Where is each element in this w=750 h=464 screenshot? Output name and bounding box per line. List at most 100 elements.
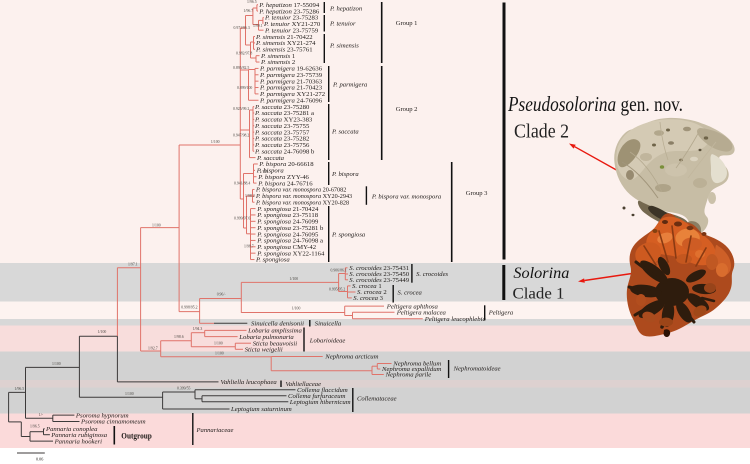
svg-text:0.941/88.4: 0.941/88.4 <box>234 182 250 186</box>
svg-text:S. crocoides 23-75450: S. crocoides 23-75450 <box>349 271 409 278</box>
svg-text:0.995/95.2: 0.995/95.2 <box>329 287 345 291</box>
svg-text:P. spongiosa 23-75118: P. spongiosa 23-75118 <box>256 212 318 219</box>
svg-text:Group 1: Group 1 <box>396 20 418 27</box>
svg-text:Vahliella leucophaea: Vahliella leucophaea <box>221 379 278 386</box>
svg-text:Lobaria amplissima: Lobaria amplissima <box>247 328 302 335</box>
svg-text:P. tenuior 23-75759: P. tenuior 23-75759 <box>264 27 319 34</box>
svg-text:0.96/-: 0.96/- <box>217 292 227 296</box>
svg-text:P. spongiosa 23-75281 b: P. spongiosa 23-75281 b <box>256 225 324 232</box>
svg-text:Nephroma expallidum: Nephroma expallidum <box>381 366 442 373</box>
svg-text:0.998/95.2: 0.998/95.2 <box>181 306 197 310</box>
svg-text:S. crocea 3: S. crocea 3 <box>353 295 383 302</box>
svg-text:1/98.2: 1/98.2 <box>245 194 255 198</box>
svg-text:P. bispora: P. bispora <box>331 171 359 178</box>
svg-text:S. crocea 2: S. crocea 2 <box>357 289 387 296</box>
svg-text:P. saccata: P. saccata <box>256 155 285 162</box>
svg-text:Clade 2: Clade 2 <box>514 121 569 143</box>
svg-text:P. bispora 20-66618: P. bispora 20-66618 <box>258 161 314 168</box>
svg-text:Collema furfuraceum: Collema furfuraceum <box>288 393 346 400</box>
svg-text:1/94.3: 1/94.3 <box>193 327 203 331</box>
svg-text:Peltigera aphthosa: Peltigera aphthosa <box>386 303 439 310</box>
svg-text:1/96.5: 1/96.5 <box>15 387 25 391</box>
svg-text:P. saccata 23-75757: P. saccata 23-75757 <box>254 129 310 136</box>
svg-text:Sticta beauvoisii: Sticta beauvoisii <box>253 340 298 347</box>
svg-text:Collemataceae: Collemataceae <box>357 396 397 403</box>
svg-text:P. hepatizon 23-75286: P. hepatizon 23-75286 <box>258 8 320 15</box>
svg-text:Lobarioideae: Lobarioideae <box>309 337 346 344</box>
svg-text:P. spongiosa CMY-42: P. spongiosa CMY-42 <box>256 244 316 251</box>
svg-text:Pannaria hookeri: Pannaria hookeri <box>54 438 103 445</box>
svg-text:S. crocea: S. crocea <box>398 290 423 297</box>
svg-text:P. simensis 23-75761: P. simensis 23-75761 <box>255 46 313 53</box>
svg-text:0.971/96.3: 0.971/96.3 <box>234 26 250 30</box>
svg-text:1/96.5: 1/96.5 <box>247 0 257 4</box>
svg-text:1/100: 1/100 <box>52 362 61 366</box>
svg-text:Nephromatoideae: Nephromatoideae <box>453 365 501 372</box>
svg-text:P. bispora ZYY-46: P. bispora ZYY-46 <box>257 174 309 181</box>
svg-text:P. tenuior 23-75283: P. tenuior 23-75283 <box>264 15 319 22</box>
svg-text:P. bispora var. monospora 20-6: P. bispora var. monospora 20-67082 <box>255 187 346 194</box>
svg-text:P. parmigera 21-70423: P. parmigera 21-70423 <box>259 85 323 92</box>
svg-text:P. simensis XY21-274: P. simensis XY21-274 <box>255 40 316 47</box>
svg-text:P. bispora var. monospora XY20: P. bispora var. monospora XY20-828 <box>255 199 349 206</box>
svg-text:0.899/100: 0.899/100 <box>237 86 252 90</box>
svg-text:Nephroma parile: Nephroma parile <box>385 372 432 379</box>
svg-text:Collema flaccidum: Collema flaccidum <box>297 387 348 394</box>
svg-text:0.06: 0.06 <box>36 457 43 462</box>
svg-text:1/100: 1/100 <box>290 277 299 281</box>
svg-text:Vahliellaceae: Vahliellaceae <box>286 381 322 388</box>
svg-text:P. spongiosa: P. spongiosa <box>255 257 290 264</box>
svg-text:S. crocoides 23-75449: S. crocoides 23-75449 <box>349 277 409 284</box>
svg-text:P. spongiosa XY22-1164: P. spongiosa XY22-1164 <box>256 250 325 257</box>
svg-text:P. spongiosa 24-76098 a: P. spongiosa 24-76098 a <box>256 238 323 245</box>
svg-text:Leptogium saturninum: Leptogium saturninum <box>230 406 292 413</box>
svg-text:0.999/97.6: 0.999/97.6 <box>234 217 250 221</box>
svg-text:Psoroma cinnamomeum: Psoroma cinnamomeum <box>80 419 146 426</box>
svg-text:Nephroma arcticum: Nephroma arcticum <box>324 354 378 361</box>
svg-text:S. crocea 1: S. crocea 1 <box>352 283 382 290</box>
svg-text:P. saccata 23-75281 a: P. saccata 23-75281 a <box>254 110 314 117</box>
svg-text:0.399/55: 0.399/55 <box>177 387 190 391</box>
svg-text:P. simensis: P. simensis <box>329 42 359 49</box>
svg-text:P. hepatizon 17-55094: P. hepatizon 17-55094 <box>258 2 320 9</box>
svg-text:Pannaria rubiginosa: Pannaria rubiginosa <box>50 432 108 439</box>
svg-text:Pseudosolorina gen. nov.: Pseudosolorina gen. nov. <box>507 92 683 116</box>
svg-text:Lobaria pulmonaria: Lobaria pulmonaria <box>238 334 294 341</box>
svg-text:0.925/99.2: 0.925/99.2 <box>233 107 249 111</box>
svg-text:Peltigera leucophlebia: Peltigera leucophlebia <box>424 316 487 323</box>
svg-text:P. saccata 24-76098 b: P. saccata 24-76098 b <box>254 148 315 155</box>
svg-text:1/96.5: 1/96.5 <box>30 425 40 429</box>
svg-text:1/96.7: 1/96.7 <box>244 9 254 13</box>
svg-text:P. bispora var. monospora XY20: P. bispora var. monospora XY20-2943 <box>255 193 352 200</box>
svg-text:P. parmigera 24-76096: P. parmigera 24-76096 <box>259 97 323 104</box>
svg-text:P. simensis 21-70422: P. simensis 21-70422 <box>255 34 313 41</box>
svg-text:0.895/82.5: 0.895/82.5 <box>233 66 249 70</box>
svg-text:1/100: 1/100 <box>260 170 269 174</box>
svg-text:Sticta weigelii: Sticta weigelii <box>245 347 283 354</box>
svg-text:P. parmigera 21-70363: P. parmigera 21-70363 <box>259 78 323 85</box>
svg-text:P. parmigera XY21-272: P. parmigera XY21-272 <box>259 91 325 98</box>
svg-text:P. saccata 23-75756: P. saccata 23-75756 <box>254 142 310 149</box>
svg-text:Psoroma hypnorum: Psoroma hypnorum <box>75 412 129 419</box>
svg-text:S. crocoides: S. crocoides <box>416 271 448 278</box>
svg-text:1/100: 1/100 <box>214 342 223 346</box>
svg-text:1/100: 1/100 <box>152 223 161 227</box>
svg-text:Leptogium hibernicum: Leptogium hibernicum <box>289 399 351 406</box>
svg-text:P. saccata XY23-383: P. saccata XY23-383 <box>254 117 313 124</box>
svg-text:0.906/86.1: 0.906/86.1 <box>331 268 347 272</box>
svg-text:P. bispora: P. bispora <box>256 168 285 175</box>
svg-text:1/100: 1/100 <box>211 140 220 144</box>
svg-text:P. parmigera: P. parmigera <box>332 82 368 89</box>
svg-text:Nephroma bellum: Nephroma bellum <box>392 361 441 368</box>
svg-text:Solorina: Solorina <box>513 265 569 282</box>
svg-text:P. saccata 23-75755: P. saccata 23-75755 <box>254 123 310 130</box>
svg-text:1/97.1: 1/97.1 <box>128 262 138 266</box>
svg-text:Group 3: Group 3 <box>466 190 488 197</box>
svg-text:1/-: 1/- <box>39 413 44 417</box>
svg-text:Peltigera malacea: Peltigera malacea <box>396 310 447 317</box>
svg-text:P. spongiosa 24-76095: P. spongiosa 24-76095 <box>256 231 319 238</box>
svg-text:0.982/97.8: 0.982/97.8 <box>236 52 252 56</box>
svg-text:1/100: 1/100 <box>98 330 107 334</box>
svg-text:1/98.7: 1/98.7 <box>244 245 254 249</box>
svg-text:P. bispora var. monospora: P. bispora var. monospora <box>371 193 442 200</box>
